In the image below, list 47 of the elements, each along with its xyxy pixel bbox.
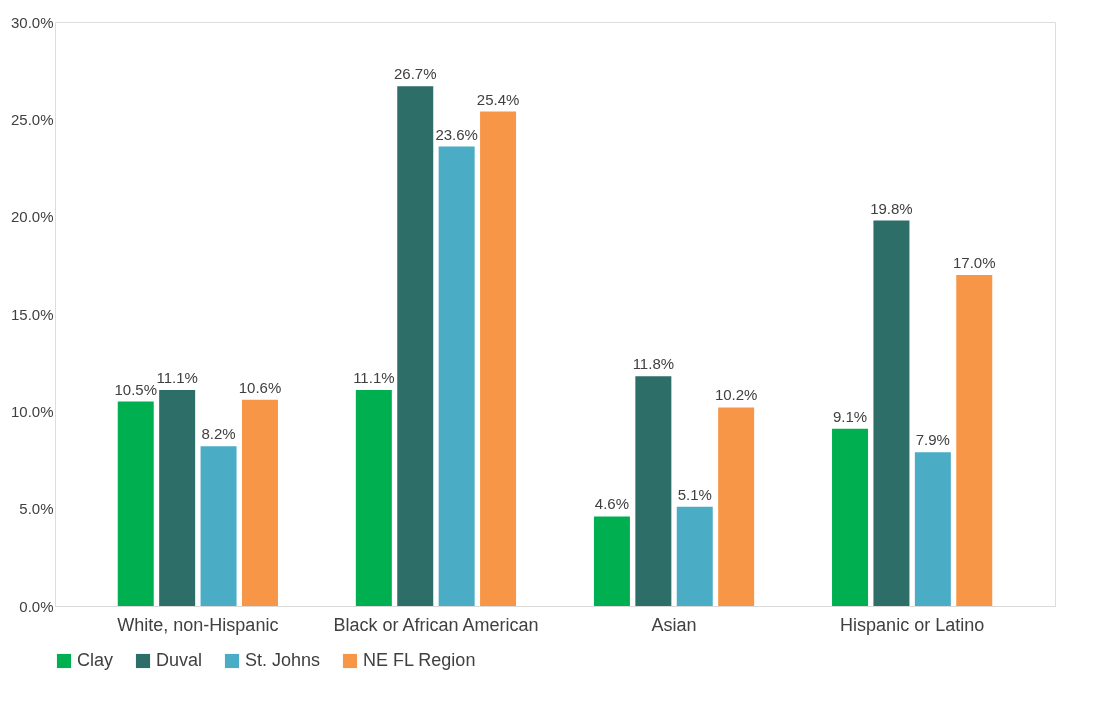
y-tick-label: 10.0% — [10, 402, 54, 420]
bar — [635, 376, 672, 606]
data-label: 10.2% — [714, 386, 758, 404]
bar — [593, 516, 630, 606]
data-label: 25.4% — [476, 90, 520, 108]
bar — [355, 389, 392, 606]
y-tick-label: 15.0% — [10, 305, 54, 323]
data-label: 10.5% — [114, 380, 158, 398]
legend-label: Duval — [156, 650, 203, 670]
bar — [914, 452, 951, 606]
data-label: 17.0% — [952, 254, 996, 272]
data-label: 23.6% — [435, 125, 478, 143]
data-label: 11.1% — [353, 368, 395, 386]
x-tick-label: Asian — [651, 614, 697, 635]
bar — [873, 220, 910, 606]
bar — [718, 407, 755, 606]
bar — [159, 389, 196, 606]
bar — [676, 506, 713, 606]
bar — [956, 275, 993, 606]
data-label: 8.2% — [201, 425, 236, 443]
data-label: 19.8% — [870, 199, 913, 217]
y-tick-label: 30.0% — [10, 13, 54, 31]
data-label: 4.6% — [594, 495, 630, 513]
bar — [117, 401, 154, 606]
legend-label: St. Johns — [245, 650, 321, 670]
y-tick-label: 0.0% — [19, 597, 54, 615]
legend-label: Clay — [77, 650, 114, 670]
bar — [438, 146, 475, 606]
bar — [480, 111, 517, 606]
x-tick-label: Black or African American — [333, 614, 539, 635]
x-tick-label: Hispanic or Latino — [840, 614, 985, 635]
y-tick-label: 25.0% — [10, 110, 54, 128]
data-label: 10.6% — [238, 378, 282, 396]
x-tick-label: White, non-Hispanic — [117, 614, 279, 635]
data-label: 7.9% — [915, 431, 950, 449]
data-label: 5.1% — [677, 485, 712, 503]
data-label: 11.8% — [632, 355, 675, 373]
bar — [397, 86, 434, 606]
bar — [832, 428, 869, 606]
y-tick-label: 5.0% — [19, 500, 54, 518]
data-label: 11.1% — [156, 368, 198, 386]
bar — [200, 446, 237, 606]
bar — [241, 399, 278, 606]
data-label: 26.7% — [393, 65, 437, 83]
data-label: 9.1% — [832, 407, 868, 425]
legend-label: NE FL Region — [363, 650, 476, 670]
y-tick-label: 20.0% — [10, 208, 54, 226]
